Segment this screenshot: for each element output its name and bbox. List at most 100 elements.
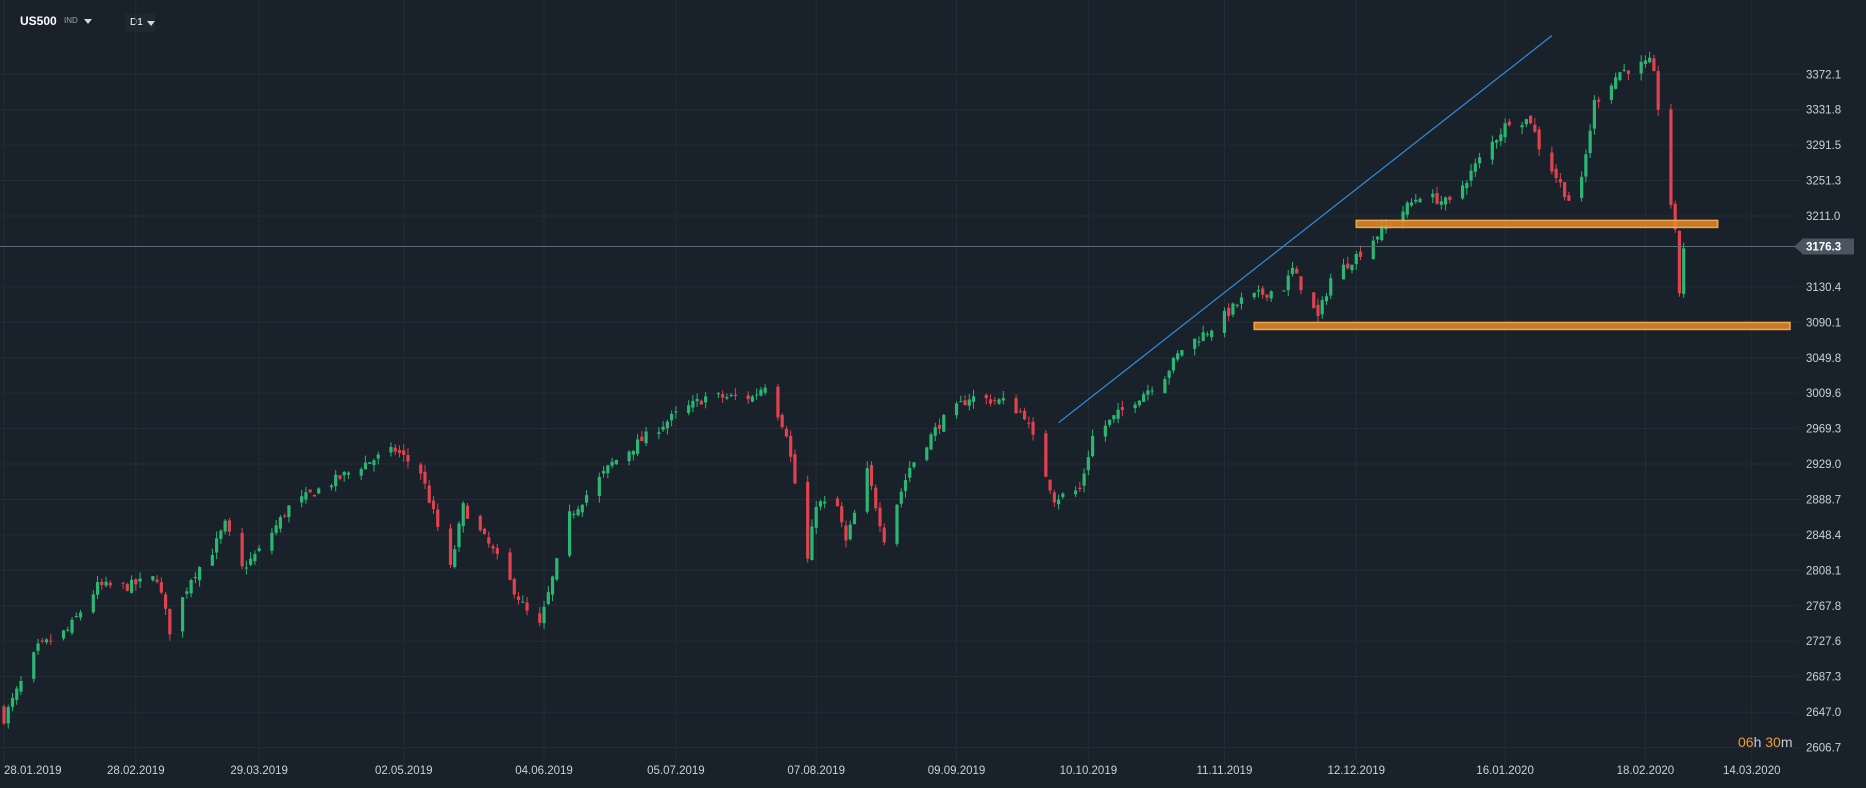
chart-toolbar: US500 IND D1 xyxy=(0,0,1866,40)
timeframe-selector[interactable]: D1 xyxy=(125,14,155,32)
candle-body xyxy=(1418,198,1422,203)
candle-body xyxy=(733,394,738,396)
candle-body xyxy=(1222,310,1227,333)
candle-body xyxy=(1346,263,1350,269)
candle-body xyxy=(508,552,512,580)
y-tick-label: 2808.1 xyxy=(1806,565,1841,577)
candle-body xyxy=(334,474,338,487)
candle-body xyxy=(1563,182,1567,198)
candle-body xyxy=(610,461,614,466)
candle-body xyxy=(899,491,903,504)
candle-body xyxy=(1614,77,1618,89)
candle-body xyxy=(1533,124,1537,132)
candle-body xyxy=(219,530,223,539)
candle-body xyxy=(1329,278,1333,296)
candle-body xyxy=(478,515,482,531)
candle-body xyxy=(1239,297,1244,304)
candle-body xyxy=(193,576,197,579)
candle-body xyxy=(1520,125,1524,128)
candle-body xyxy=(368,462,372,464)
candle-body xyxy=(1537,129,1541,150)
candle-body xyxy=(1295,268,1299,274)
x-tick-label: 14.03.2020 xyxy=(1723,765,1781,777)
symbol-label[interactable]: US500 xyxy=(20,14,57,28)
symbol-dropdown-chevron-icon[interactable] xyxy=(84,19,92,24)
candle-body xyxy=(1588,130,1592,154)
candle-countdown: 06h 30m xyxy=(1738,734,1793,750)
candle-body xyxy=(895,504,899,544)
candle-body xyxy=(338,475,342,479)
candle-body xyxy=(1137,400,1141,406)
candle-body xyxy=(1074,490,1078,495)
candle-body xyxy=(606,465,610,474)
y-tick-label: 2767.8 xyxy=(1806,601,1841,613)
candle-body xyxy=(151,576,155,581)
timeframe-label: D1 xyxy=(130,17,143,28)
candle-body xyxy=(814,506,818,528)
candle-body xyxy=(516,596,521,600)
candle-body xyxy=(631,450,635,455)
axes: 3372.1 3331.8 3291.5 3251.3 3211.0 3130.4 3090… xyxy=(4,69,1854,777)
y-tick-label: 3372.1 xyxy=(1806,69,1841,81)
candle-body xyxy=(1269,291,1273,299)
candle-body xyxy=(823,501,827,504)
candle-body xyxy=(1435,192,1439,204)
candle-body xyxy=(925,447,929,460)
candle-body xyxy=(1103,425,1107,437)
candle-body xyxy=(665,421,669,429)
candle-body xyxy=(963,400,967,406)
support-resistance-zone xyxy=(1253,321,1791,331)
candle-body xyxy=(1091,436,1095,457)
candle-body xyxy=(1354,253,1358,264)
y-tick-label: 3331.8 xyxy=(1806,105,1841,117)
candle-body xyxy=(32,652,36,679)
candle-body xyxy=(1256,290,1261,292)
candle-body xyxy=(1439,201,1443,205)
candle-body xyxy=(1316,304,1320,317)
candle-body xyxy=(1180,349,1184,356)
candle-body xyxy=(942,415,946,432)
candle-body xyxy=(852,512,857,525)
candle-body xyxy=(402,450,406,455)
candle-body xyxy=(882,527,886,543)
candle-body xyxy=(244,567,248,569)
candle-body xyxy=(1618,72,1622,81)
candle-body xyxy=(91,594,95,613)
candle-body xyxy=(670,414,674,421)
candle-body xyxy=(1022,410,1027,420)
candle-body xyxy=(1558,179,1562,183)
candles xyxy=(2,51,1686,729)
candle-body xyxy=(1380,225,1384,241)
candle-body xyxy=(1643,60,1648,65)
countdown-minutes-unit: m xyxy=(1780,734,1793,750)
candle-body xyxy=(419,464,423,474)
candle-body xyxy=(257,548,261,551)
candle-body xyxy=(1312,292,1316,309)
candle-body xyxy=(1465,182,1469,189)
candle-body xyxy=(1210,330,1214,338)
candle-body xyxy=(1375,236,1380,240)
candle-body xyxy=(240,532,244,567)
y-tick-label: 3130.4 xyxy=(1806,282,1842,294)
y-tick-label: 2888.7 xyxy=(1806,495,1841,507)
candle-body xyxy=(550,576,555,595)
candle-body xyxy=(6,707,10,724)
candle-body xyxy=(95,582,100,595)
candle-body xyxy=(580,504,584,513)
candle-body xyxy=(806,481,810,559)
candle-body xyxy=(784,429,789,437)
candle-body xyxy=(393,447,397,452)
candle-body xyxy=(74,616,78,618)
x-tick-label: 28.02.2019 xyxy=(107,765,165,777)
candle-body xyxy=(1448,196,1452,201)
candle-body xyxy=(1529,115,1533,124)
candle-body xyxy=(1622,69,1626,71)
current-price-label: 3176.3 xyxy=(1806,242,1841,254)
grid-lines xyxy=(0,0,1798,765)
candle-body xyxy=(2,706,6,724)
candle-body xyxy=(134,579,138,585)
candle-body xyxy=(223,520,227,532)
candle-body xyxy=(1061,493,1065,498)
candle-body xyxy=(1167,370,1171,378)
